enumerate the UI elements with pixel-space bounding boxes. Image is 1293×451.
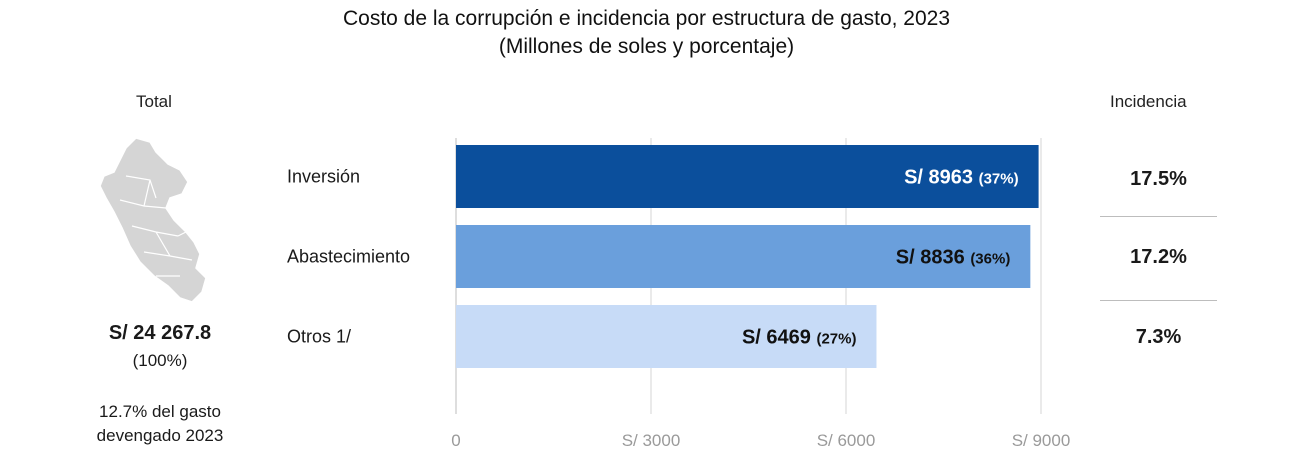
incidence-value-abastecimiento: 17.2% [1130, 246, 1187, 268]
data-label-value: S/ 8836 [896, 247, 971, 269]
data-label-value: S/ 6469 [742, 327, 817, 349]
x-tick-label: S/ 6000 [817, 431, 876, 450]
data-label: S/ 8963 (37%) [904, 167, 1019, 189]
bar [456, 145, 1039, 208]
category-label: Abastecimiento [287, 247, 410, 267]
incidence-separator [1100, 300, 1217, 301]
x-tick-label: 0 [451, 431, 460, 450]
bar [456, 305, 877, 368]
total-note: 12.7% del gasto devengado 2023 [60, 400, 260, 448]
data-label: S/ 6469 (27%) [742, 327, 857, 349]
x-tick-label: S/ 9000 [1012, 431, 1071, 450]
data-label-value: S/ 8963 [904, 167, 979, 189]
category-label: Inversión [287, 167, 360, 187]
incidence-value-otros: 7.3% [1135, 326, 1182, 348]
chart-title-line1: Costo de la corrupción e incidencia por … [342, 7, 951, 30]
x-tick-label: S/ 3000 [622, 431, 681, 450]
peru-map-icon [96, 136, 216, 311]
data-label-percent: (37%) [979, 171, 1019, 188]
chart-title-line2: (Millones de soles y porcentaje) [498, 35, 795, 58]
category-label: Otros 1/ [287, 327, 351, 347]
incidence-heading: Incidencia [1110, 92, 1187, 111]
total-value: S/ 24 267.8 [108, 322, 212, 344]
total-note-line1: 12.7% del gasto [99, 402, 221, 421]
data-label: S/ 8836 (36%) [896, 247, 1011, 269]
total-percent: (100%) [132, 351, 188, 370]
bar [456, 225, 1031, 288]
data-label-percent: (27%) [816, 331, 856, 348]
chart-title: Costo de la corrupción e incidencia por … [0, 5, 1293, 61]
total-note-line2: devengado 2023 [96, 426, 224, 445]
incidence-separator [1100, 216, 1217, 217]
incidence-value-inversion: 17.5% [1130, 168, 1187, 190]
data-label-percent: (36%) [970, 251, 1010, 268]
total-heading: Total [136, 92, 172, 111]
